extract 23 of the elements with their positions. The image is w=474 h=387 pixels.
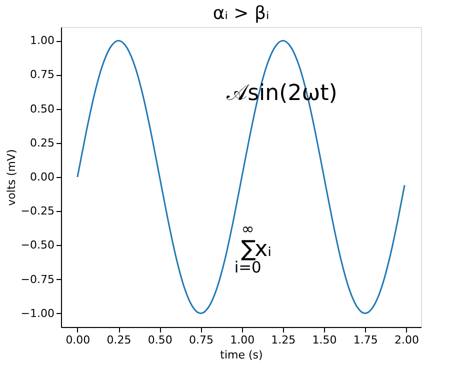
x-tick-label: 1.50 — [312, 334, 337, 346]
y-tick-label: 0.00 — [30, 170, 54, 184]
x-tick-label: 1.00 — [230, 334, 255, 346]
y-tick-label: 0.50 — [30, 102, 54, 116]
x-tick-label: 0.25 — [106, 334, 132, 346]
y-tick-label: −0.50 — [20, 238, 54, 252]
x-tick-label: 1.25 — [271, 334, 296, 346]
x-tick-label: 0.75 — [188, 334, 214, 346]
x-tick-label: 2.00 — [394, 334, 419, 346]
y-tick-label: −0.75 — [20, 272, 54, 286]
x-tick-label: 0.50 — [148, 334, 172, 346]
chart-title: αᵢ > βᵢ — [212, 3, 270, 24]
y-tick-label: 1.00 — [30, 34, 54, 48]
y-tick-label: 0.75 — [30, 68, 54, 82]
x-tick-label: 0.00 — [66, 334, 90, 346]
line-series — [76, 40, 406, 314]
y-tick-label: −0.25 — [20, 204, 54, 218]
x-tick-label: 1.75 — [353, 334, 378, 346]
x-axis-title: time (s) — [220, 348, 263, 362]
y-tick-label: 0.25 — [30, 136, 54, 150]
text: ∑i=0∞xᵢ — [234, 220, 272, 277]
y-axis-title: volts (mV) — [4, 149, 18, 206]
y-tick-label: −1.00 — [20, 306, 54, 320]
